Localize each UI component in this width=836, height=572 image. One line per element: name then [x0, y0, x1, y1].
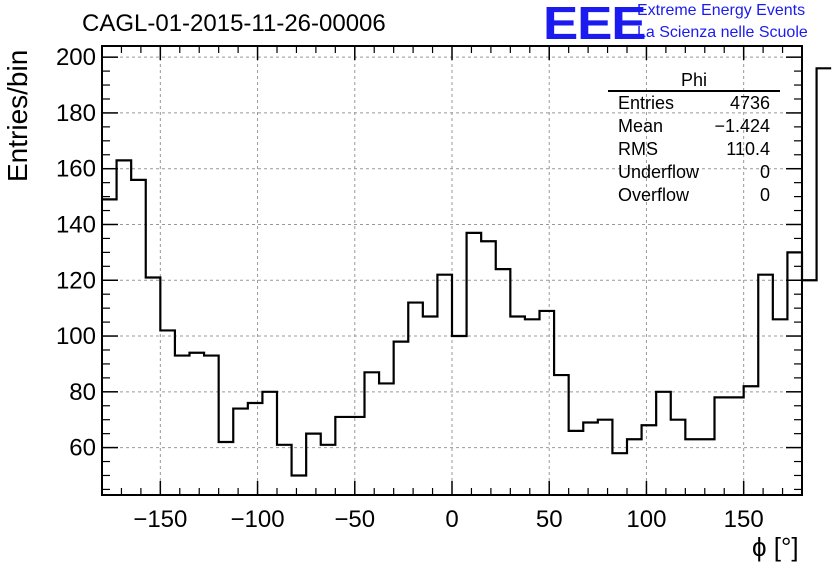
y-axis-label: Entries/bin [2, 49, 33, 182]
x-tick-label: −100 [231, 506, 285, 533]
y-tick-label: 120 [56, 267, 96, 294]
stats-row: Overflow 0 [608, 184, 780, 207]
stats-row: Mean −1.424 [608, 115, 780, 138]
x-axis-label: ϕ [°] [752, 532, 799, 562]
chart-title: CAGL-01-2015-11-26-00006 [82, 10, 386, 37]
stat-label: RMS [618, 139, 658, 159]
stats-box: Phi Entries 4736 Mean −1.424 RMS 110.4 Unde… [608, 70, 780, 207]
y-tick-label: 200 [56, 44, 96, 71]
logo-line-1: Extreme Energy Events [637, 2, 806, 19]
stats-row: Underflow 0 [608, 161, 780, 184]
x-tick-label: −50 [334, 506, 375, 533]
x-tick-label: 100 [626, 506, 666, 533]
y-tick-label: 180 [56, 100, 96, 127]
stat-value: −1.424 [714, 116, 770, 136]
y-tick-label: 80 [69, 379, 96, 406]
x-tick-label: −150 [133, 506, 187, 533]
y-tick-label: 140 [56, 211, 96, 238]
logo-line-2: La Scienza nelle Scuole [637, 24, 808, 41]
x-tick-label: 150 [724, 506, 764, 533]
stats-title: Phi [608, 70, 780, 92]
y-tick-label: 100 [56, 323, 96, 350]
stats-row: RMS 110.4 [608, 138, 780, 161]
y-tick-label: 160 [56, 156, 96, 183]
stat-label: Entries [618, 93, 675, 113]
stat-label: Underflow [618, 162, 700, 182]
stat-value: 0 [759, 185, 770, 205]
stat-value: 110.4 [726, 139, 770, 159]
grid [102, 46, 802, 495]
x-tick-label: 50 [536, 506, 563, 533]
eee-logo: EEE [543, 0, 647, 49]
y-tick-label: 60 [69, 435, 96, 462]
stats-row: Entries 4736 [608, 92, 780, 115]
stat-label: Overflow [618, 185, 690, 205]
axes: −150 −100 −50 0 50 100 150 60 80 100 120 140 160 180 2… [56, 44, 803, 533]
x-tick-label: 0 [445, 506, 458, 533]
stat-label: Mean [618, 116, 664, 136]
stat-value: 0 [759, 162, 770, 182]
histogram-series [102, 67, 832, 477]
stat-value: 4736 [729, 93, 770, 113]
